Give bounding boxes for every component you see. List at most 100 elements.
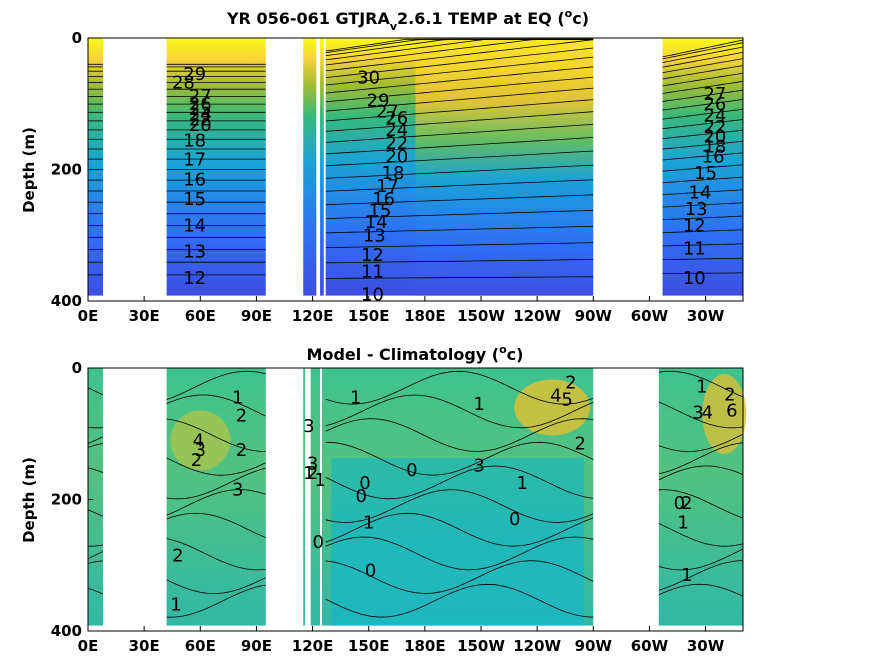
x-tick-label: 30E [129, 637, 160, 655]
contour-label: 4 [550, 386, 561, 407]
contour-label: 2 [236, 405, 247, 426]
contour-line [87, 509, 104, 517]
contour-line [166, 394, 266, 417]
contour-label: 15 [183, 189, 206, 210]
contour-label: 4 [193, 430, 204, 451]
x-tick-label: 180E [404, 307, 446, 325]
contour-line [658, 164, 744, 172]
contour-line [658, 176, 744, 184]
contour-label: 13 [183, 242, 206, 263]
x-tick-label: 90E [241, 637, 272, 655]
contour-label: 5 [561, 390, 572, 411]
contour-label: 20 [703, 127, 726, 148]
contour-label: 3 [692, 403, 703, 424]
contour-line [325, 111, 594, 132]
panel-2-contours [87, 370, 744, 618]
contour-label: 0 [312, 532, 323, 553]
contour-line [325, 370, 594, 405]
x-tick-label: 60E [185, 637, 216, 655]
contour-line [658, 119, 744, 130]
contour-line [658, 272, 743, 274]
contour-line [166, 584, 266, 618]
contour-line [87, 587, 104, 595]
contour-line [325, 225, 594, 234]
contour-label: 24 [189, 104, 212, 125]
contour-label: 22 [385, 133, 408, 154]
contour-label: 0 [359, 473, 370, 494]
contour-label: 17 [183, 150, 206, 171]
y-tick-label: 400 [51, 292, 82, 310]
contour-label: 0 [509, 509, 520, 530]
contour-label: 12 [361, 245, 384, 266]
x-tick-label: 120E [292, 637, 334, 655]
contour-line [166, 418, 266, 452]
contour-line [325, 394, 594, 429]
contour-label: 13 [685, 199, 708, 220]
x-tick-label: 180E [404, 637, 446, 655]
x-tick-label: 120W [513, 307, 561, 325]
contour-line [325, 150, 594, 167]
contour-label: 20 [189, 115, 212, 136]
contour-label: 2 [565, 373, 576, 394]
contour-label: 1 [363, 513, 374, 534]
contour-label: 0 [674, 493, 685, 514]
x-tick-label: 30W [687, 637, 725, 655]
contour-label: 29 [183, 64, 206, 85]
contour-line [166, 370, 266, 400]
panel-1-x-axis: 0E 30E 60E 90E 120E 150E 180E 150W 120W 90W 60W 30W [78, 296, 725, 325]
contour-label: 20 [385, 146, 408, 167]
contour-label: 0 [406, 460, 417, 481]
field-pacific [331, 458, 584, 626]
contour-line [658, 523, 744, 547]
contour-line [658, 465, 744, 481]
contour-line [658, 129, 744, 140]
contour-label: 18 [183, 131, 206, 152]
contour-label: 3 [195, 440, 206, 461]
contour-line [325, 123, 594, 143]
panel-1-ylabel: Depth (m) [20, 127, 38, 213]
x-tick-label: 30E [129, 307, 160, 325]
contour-line [658, 548, 744, 571]
contour-label: 17 [376, 176, 399, 197]
y-tick-label: 200 [51, 491, 82, 509]
x-tick-label: 150E [348, 307, 390, 325]
contour-label: 2 [236, 440, 247, 461]
contour-line [658, 189, 744, 196]
contour-line [166, 467, 266, 500]
contour-line [658, 108, 744, 120]
contour-label: 15 [694, 163, 717, 184]
x-tick-label: 0E [78, 637, 99, 655]
contour-label: 27 [376, 102, 399, 123]
contour-label: 26 [385, 108, 408, 129]
x-tick-label: 60E [185, 307, 216, 325]
contour-line [325, 137, 594, 155]
panel-1-contours [88, 38, 744, 279]
contour-line [658, 89, 744, 103]
contour-line [166, 457, 266, 476]
panel-1-title: YR 056-061 GTJRAv2.6.1 TEMP at EQ (oc) [226, 7, 589, 33]
contour-line [658, 202, 744, 208]
x-tick-label: 90W [575, 637, 613, 655]
contour-line [325, 583, 594, 618]
land-gap [320, 368, 322, 631]
contour-line [658, 140, 744, 150]
contour-label: 14 [183, 215, 206, 236]
contour-label: 18 [382, 163, 405, 184]
warm-anomaly-indian [170, 410, 231, 471]
contour-line [658, 99, 744, 111]
y-tick-label: 0 [72, 359, 82, 377]
contour-label: 2 [681, 493, 692, 514]
contour-label: 29 [367, 91, 390, 112]
contour-label: 1 [350, 388, 361, 409]
contour-line [87, 387, 104, 396]
land-gap [316, 38, 321, 301]
contour-label: 2 [724, 384, 735, 405]
contour-label: 13 [363, 225, 386, 246]
y-tick-label: 200 [51, 161, 82, 179]
contour-line [166, 577, 266, 594]
contour-label: 14 [365, 212, 388, 233]
contour-label: 26 [703, 94, 726, 115]
contour-label: 2 [191, 450, 202, 471]
contour-label: 0 [355, 486, 366, 507]
x-tick-label: 150E [348, 637, 390, 655]
